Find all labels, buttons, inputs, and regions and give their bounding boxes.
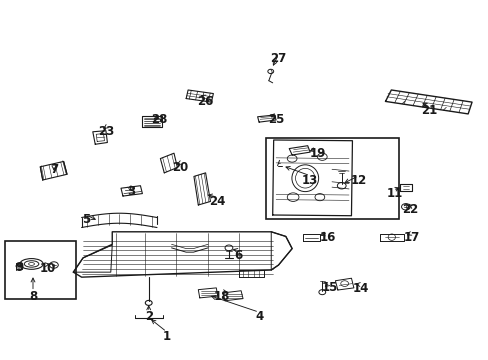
Text: 12: 12 [350, 174, 366, 186]
Text: 18: 18 [213, 289, 229, 303]
Text: 6: 6 [234, 248, 243, 261]
Text: 2: 2 [144, 310, 152, 323]
Text: 16: 16 [319, 231, 336, 244]
Text: 17: 17 [403, 231, 420, 244]
Text: 11: 11 [386, 187, 403, 200]
Text: 28: 28 [151, 113, 167, 126]
Text: 24: 24 [209, 195, 225, 208]
Text: 4: 4 [254, 310, 263, 323]
Bar [266, 138, 398, 219]
Text: 8: 8 [29, 289, 37, 303]
Text: 27: 27 [270, 52, 286, 65]
Text: 14: 14 [352, 283, 368, 296]
Bar [5, 241, 76, 298]
Text: 9: 9 [16, 261, 24, 274]
Text: 26: 26 [197, 95, 213, 108]
Text: 13: 13 [302, 174, 318, 186]
Text: 10: 10 [40, 262, 56, 275]
Text: 20: 20 [172, 161, 188, 174]
Text: 25: 25 [267, 113, 284, 126]
Text: 19: 19 [308, 147, 325, 160]
Text: 1: 1 [163, 330, 170, 343]
Text: 23: 23 [98, 125, 114, 138]
Text: 5: 5 [82, 213, 90, 226]
Text: 3: 3 [127, 185, 136, 198]
Text: 15: 15 [321, 281, 338, 294]
Text: 21: 21 [420, 104, 436, 117]
Text: 7: 7 [50, 163, 58, 176]
Text: 22: 22 [401, 203, 417, 216]
